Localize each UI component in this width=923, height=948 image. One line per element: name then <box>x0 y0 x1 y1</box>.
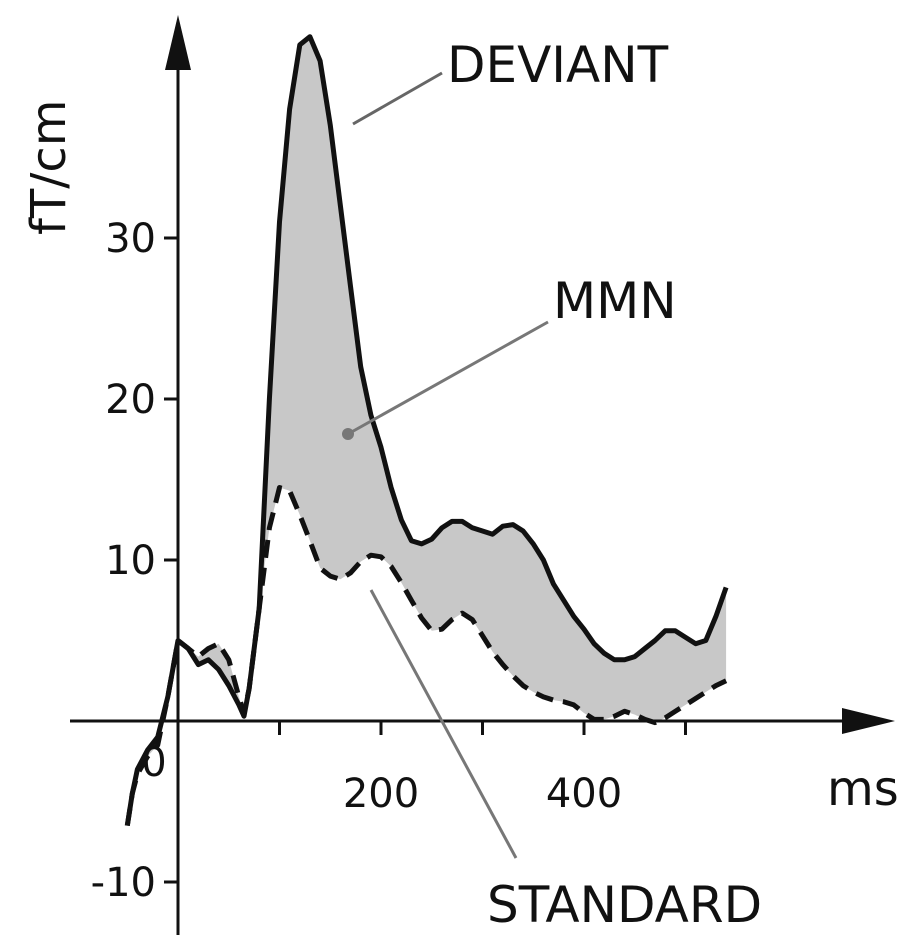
y-tick-label: 10 <box>105 538 156 584</box>
standard-line <box>124 485 728 826</box>
mmn-label: MMN <box>553 272 677 330</box>
standard-label: STANDARD <box>487 876 762 934</box>
deviant-line <box>124 34 729 826</box>
y-tick-label: 30 <box>105 216 156 262</box>
y-tick-label: 20 <box>105 377 156 423</box>
x-axis-label: ms <box>827 761 899 817</box>
deviant-leader-line <box>352 71 443 126</box>
y-ticks: -10 10 20 30 <box>91 216 178 906</box>
deviant-label: DEVIANT <box>447 36 669 94</box>
mmn-leader-line <box>347 320 549 436</box>
x-tick-label: 400 <box>546 771 622 817</box>
mmn-marker-dot <box>342 428 354 440</box>
y-tick-label: -10 <box>91 860 156 906</box>
mmn-fill-area <box>127 36 727 826</box>
x-axis-arrow <box>842 708 895 734</box>
y-axis-label: fT/cm <box>21 99 77 235</box>
standard-leader-line <box>369 589 518 859</box>
x-tick-label: 200 <box>343 771 419 817</box>
y-axis-arrow <box>165 15 191 70</box>
